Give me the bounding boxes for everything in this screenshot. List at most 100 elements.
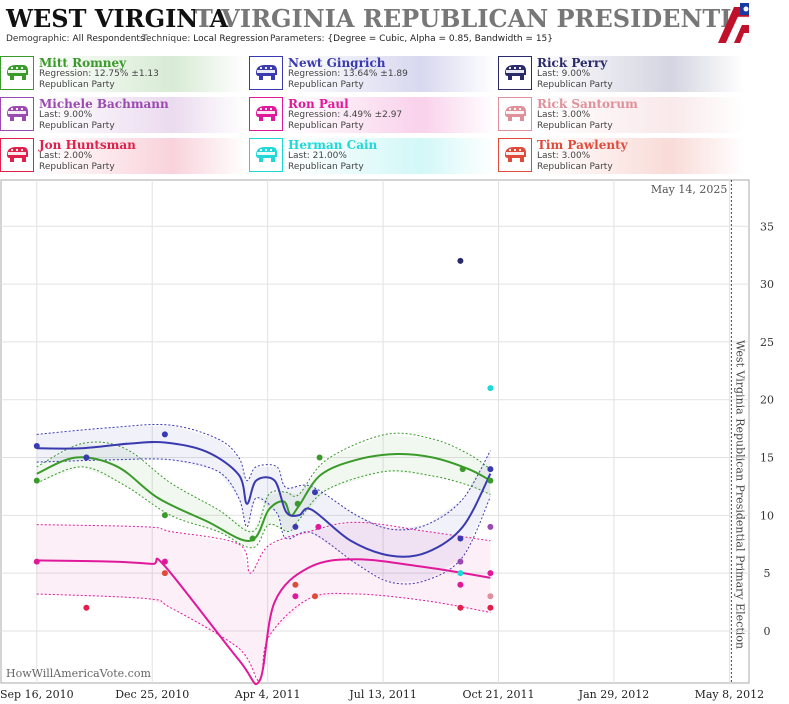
candidate-card[interactable]: Newt Gingrich Regression: 13.64% ±1.89 Rep… <box>249 56 495 92</box>
elephant-icon <box>498 97 532 131</box>
data-point <box>292 593 299 600</box>
card-background <box>285 138 495 174</box>
y-tick-label: 5 <box>764 567 771 580</box>
candidate-stat: Regression: 12.75% ±1.13 <box>39 69 159 79</box>
candidate-party: Republican Party <box>39 80 115 90</box>
elephant-icon <box>249 97 283 131</box>
candidate-card[interactable]: Rick Santorum Last: 3.00% Republican Party <box>498 97 744 133</box>
candidate-stat: Last: 3.00% <box>537 110 591 120</box>
candidate-card[interactable]: Michele Bachmann Last: 9.00% Republican Pa… <box>0 97 246 133</box>
card-background <box>534 138 744 174</box>
data-point <box>312 489 318 496</box>
data-point <box>161 558 168 565</box>
candidate-name: Newt Gingrich <box>288 56 386 70</box>
data-point <box>33 443 40 449</box>
regression-line <box>36 557 491 686</box>
confidence-band <box>36 425 491 583</box>
candidate-card[interactable]: Rick Perry Last: 9.00% Republican Party <box>498 56 744 92</box>
band-upper-line <box>36 521 491 574</box>
data-point <box>292 581 299 588</box>
data-point <box>33 477 40 484</box>
candidate-stat: Last: 21.00% <box>288 151 347 161</box>
data-point <box>457 604 464 611</box>
watermark: HowWillAmericaVote.com <box>6 667 151 680</box>
card-background <box>36 97 246 133</box>
candidate-card[interactable]: Tim Pawlenty Last: 3.00% Republican Party <box>498 138 744 174</box>
data-point <box>249 535 256 542</box>
candidate-legend: Mitt Romney Regression: 12.75% ±1.13 Repub… <box>0 56 789 176</box>
plot-area <box>0 179 750 684</box>
candidate-name: Rick Perry <box>537 56 608 70</box>
card-background <box>36 138 246 174</box>
candidate-party: Republican Party <box>288 121 364 131</box>
band-lower-line <box>36 466 491 549</box>
candidate-card[interactable]: Ron Paul Regression: 4.49% ±2.97 Republica… <box>249 97 495 133</box>
candidate-stat: Regression: 4.49% ±2.97 <box>288 110 403 120</box>
regression-line <box>36 440 492 558</box>
x-tick-label: Jul 13, 2011 <box>348 688 417 701</box>
parameters-value: {Degree = Cubic, Alpha = 0.85, Bandwidth… <box>327 34 554 44</box>
x-tick-label: Sep 16, 2010 <box>0 688 74 701</box>
data-point <box>83 454 90 461</box>
band-lower-line <box>36 592 491 682</box>
data-point <box>83 604 90 611</box>
card-background <box>534 97 744 133</box>
poll-chart: 0 5 10 15 20 25 30 35 Sep 16, 2010 Dec 25, 2010 Ap… <box>0 179 774 701</box>
card-background <box>36 56 246 92</box>
candidate-name: Michele Bachmann <box>39 97 169 111</box>
candidate-card[interactable]: Jon Huntsman Last: 2.00% Republican Party <box>0 138 246 174</box>
data-point <box>161 431 168 438</box>
band-upper-line <box>36 423 491 531</box>
candidate-party: Republican Party <box>537 162 613 172</box>
candidate-name: Mitt Romney <box>39 56 127 70</box>
data-point <box>457 558 464 565</box>
data-point <box>487 570 494 577</box>
confidence-band <box>36 522 491 681</box>
candidate-card[interactable]: Herman Cain Last: 21.00% Republican Party <box>249 138 495 174</box>
data-point <box>315 523 322 530</box>
today-label: May 14, 2025 <box>651 183 728 196</box>
candidate-party: Republican Party <box>537 80 613 90</box>
parameters-label: Parameters: <box>270 34 325 44</box>
candidate-party: Republican Party <box>39 121 115 131</box>
confidence-band <box>36 434 491 548</box>
data-point <box>294 500 301 507</box>
candidate-stat: Last: 9.00% <box>537 69 591 79</box>
data-point <box>487 604 494 611</box>
y-tick-label: 35 <box>760 220 774 233</box>
candidate-name: Ron Paul <box>288 97 349 111</box>
page-title: T VIRGINIA REPUBLICAN PRESIDENTIAL PRIMA <box>195 4 749 33</box>
card-background <box>534 56 744 92</box>
y-tick-label: 0 <box>764 625 771 638</box>
technique-info: Technique: Local Regression <box>142 34 269 44</box>
x-tick-label: Oct 21, 2011 <box>462 688 534 701</box>
data-point <box>312 593 318 600</box>
data-point <box>161 570 168 577</box>
candidate-stat: Last: 3.00% <box>537 151 591 161</box>
elephant-icon <box>498 56 532 90</box>
data-point <box>457 535 464 542</box>
candidate-name: Herman Cain <box>288 138 378 152</box>
data-point <box>316 454 323 461</box>
data-point <box>487 593 494 600</box>
candidate-stat: Last: 2.00% <box>39 151 93 161</box>
candidate-name: Jon Huntsman <box>39 138 136 152</box>
y-tick-label: 30 <box>760 278 774 291</box>
candidate-card[interactable]: Mitt Romney Regression: 12.75% ±1.13 Repub… <box>0 56 246 92</box>
band-lower-line <box>36 458 491 585</box>
flag-logo-icon <box>718 3 749 44</box>
x-tick-label: Dec 25, 2010 <box>115 688 189 701</box>
data-point <box>487 523 494 530</box>
elephant-icon <box>0 56 34 90</box>
data-point <box>459 466 466 473</box>
data-point <box>292 523 299 530</box>
header: WEST VIRGINIA T VIRGINIA REPUBLICAN PRES… <box>0 0 749 50</box>
data-point <box>457 257 464 264</box>
elephant-icon <box>0 97 34 131</box>
technique-label: Technique: <box>142 34 191 44</box>
data-point <box>457 581 464 588</box>
candidate-name: Tim Pawlenty <box>537 138 628 152</box>
regression-line <box>36 452 491 542</box>
technique-value: Local Regression <box>193 34 269 44</box>
x-tick-label: Apr 4, 2011 <box>234 688 301 701</box>
